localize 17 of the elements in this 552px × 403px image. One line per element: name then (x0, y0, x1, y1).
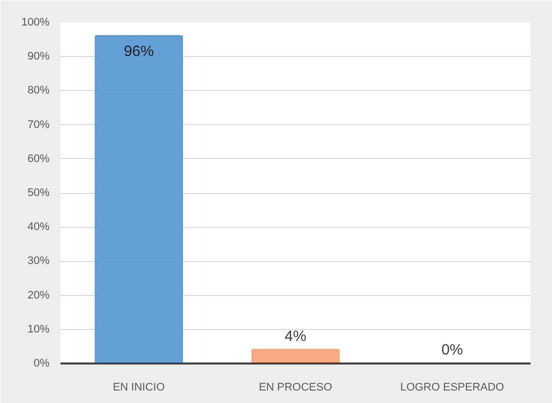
y-tick-label: 60% (27, 152, 50, 165)
y-tick-label: 50% (27, 187, 50, 199)
data-label: 96% (124, 43, 154, 60)
y-tick-label: 70% (27, 118, 50, 131)
y-tick-label: 40% (27, 221, 50, 234)
y-tick-label: 100% (21, 16, 50, 28)
y-tick-label: 90% (27, 50, 50, 63)
x-tick-label: LOGRO ESPERADO (400, 382, 505, 394)
y-tick-label: 30% (27, 255, 50, 268)
y-tick-label: 80% (27, 84, 50, 97)
y-tick-label: 0% (34, 358, 50, 370)
x-tick-label: EN INICIO (112, 382, 166, 394)
x-tick-label: EN PROCESO (258, 382, 333, 394)
data-label: 4% (284, 328, 306, 345)
data-label: 0% (441, 342, 464, 358)
y-tick-label: 20% (27, 289, 50, 302)
y-tick-label: 10% (27, 323, 50, 336)
